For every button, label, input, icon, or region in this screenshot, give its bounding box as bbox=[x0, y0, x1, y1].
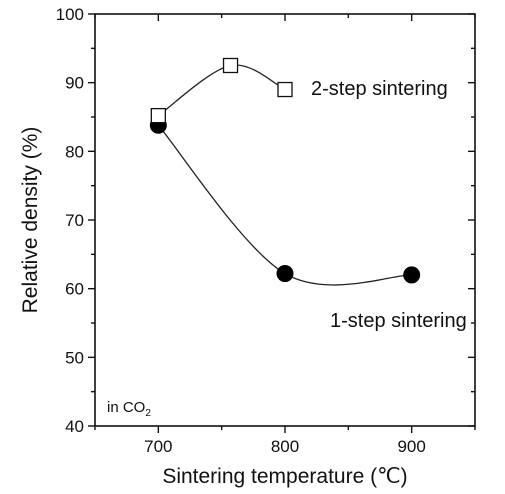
series-line-1 bbox=[157, 64, 286, 117]
annotation-subscript: 2 bbox=[145, 408, 151, 419]
x-axis-label: Sintering temperature (℃) bbox=[162, 465, 407, 488]
data-point-square bbox=[222, 57, 239, 74]
x-tick-label: 900 bbox=[397, 437, 425, 456]
atmosphere-annotation: in CO2 bbox=[107, 399, 151, 419]
y-axis-label: Relative density (%) bbox=[19, 127, 42, 314]
data-point-circle bbox=[276, 265, 294, 283]
x-tick-label: 700 bbox=[144, 437, 172, 456]
series-label-1-step: 1-step sintering bbox=[330, 310, 467, 332]
data-point-circle bbox=[403, 266, 421, 284]
y-tick-label: 70 bbox=[65, 211, 84, 230]
annotation-prefix: in CO bbox=[107, 399, 145, 416]
axis-ticks: 40 50 60 70 80 90 100 700 800 900 bbox=[56, 5, 476, 456]
series-markers bbox=[149, 57, 421, 284]
plot-frame bbox=[94, 13, 476, 427]
y-tick-label: 60 bbox=[65, 280, 84, 299]
y-tick-label: 90 bbox=[65, 74, 84, 93]
y-tick-label: 100 bbox=[56, 5, 84, 24]
x-tick-label: 800 bbox=[271, 437, 299, 456]
y-tick-label: 50 bbox=[65, 348, 84, 367]
y-tick-label: 80 bbox=[65, 142, 84, 161]
data-point-square bbox=[277, 81, 293, 98]
series-label-2-step: 2-step sintering bbox=[311, 78, 448, 100]
series-line-2 bbox=[157, 124, 412, 286]
y-tick-label: 40 bbox=[65, 417, 84, 436]
data-point-square bbox=[150, 107, 166, 124]
